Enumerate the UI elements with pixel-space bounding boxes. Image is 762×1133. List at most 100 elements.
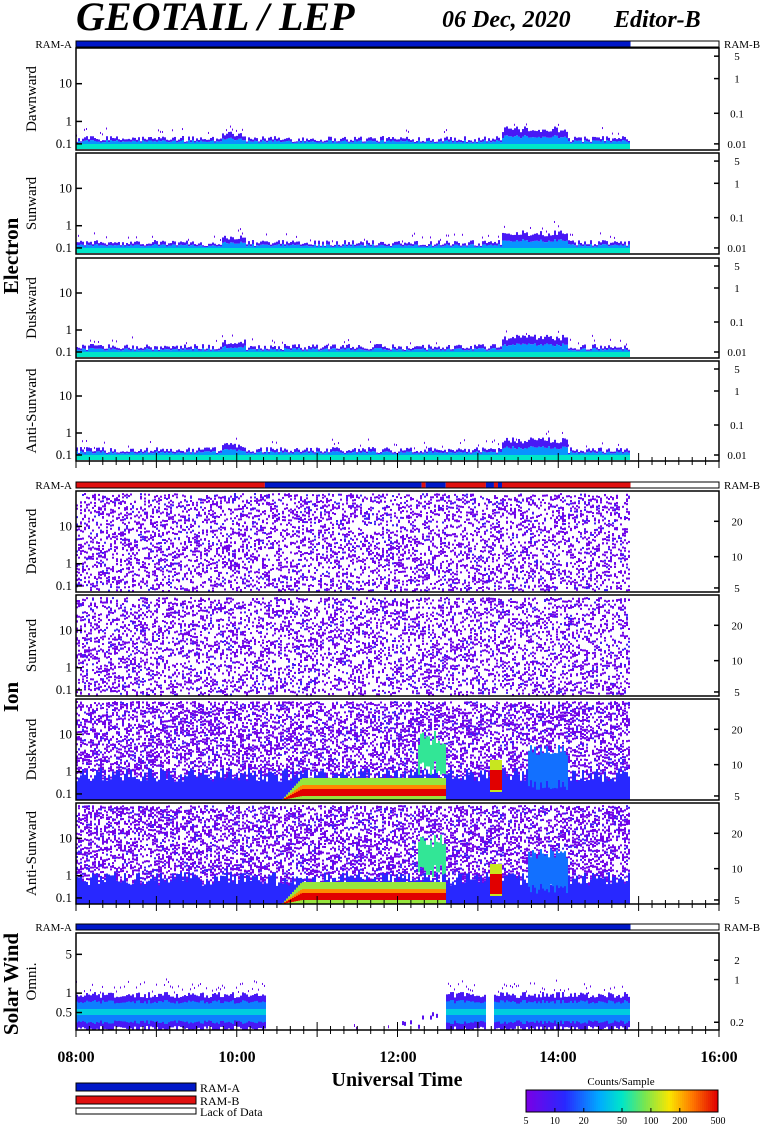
heatmap-cell	[220, 352, 222, 357]
heatmap-cell	[484, 244, 486, 248]
heatmap-cell	[514, 441, 516, 448]
heatmap-cell	[164, 346, 166, 349]
heatmap-cell	[614, 144, 616, 149]
heatmap-cell	[102, 513, 104, 515]
heatmap-cell	[240, 133, 242, 138]
heatmap-cell	[372, 352, 374, 357]
heatmap-cell	[326, 140, 328, 142]
heatmap-cell	[112, 568, 114, 570]
heatmap-cell	[490, 144, 492, 149]
heatmap-cell	[404, 352, 406, 357]
heatmap-cell	[576, 352, 578, 357]
heatmap-cell	[212, 562, 214, 564]
heatmap-cell	[432, 139, 434, 141]
heatmap-cell	[232, 248, 234, 253]
heatmap-cell	[186, 350, 188, 352]
heatmap-cell	[200, 137, 202, 140]
heatmap-cell	[332, 352, 334, 357]
heatmap-cell	[244, 346, 246, 352]
heatmap-cell	[298, 450, 300, 453]
heatmap-cell	[194, 248, 196, 253]
heatmap-cell	[254, 141, 256, 144]
heatmap-cell	[106, 246, 108, 248]
heatmap-cell	[162, 551, 164, 553]
heatmap-cell	[136, 514, 138, 516]
heatmap-cell	[382, 452, 384, 455]
heatmap-cell	[376, 344, 378, 348]
heatmap-cell	[122, 534, 124, 536]
heatmap-cell	[310, 141, 312, 144]
heatmap-cell	[386, 141, 388, 144]
heatmap-cell	[446, 244, 448, 248]
heatmap-cell	[84, 452, 86, 453]
heatmap-cell	[530, 137, 532, 144]
heatmap-cell	[358, 138, 360, 141]
heatmap-cell	[78, 248, 80, 253]
heatmap-cell	[272, 248, 274, 253]
heatmap-cell	[386, 352, 388, 357]
heatmap-cell	[170, 348, 172, 350]
heatmap-cell	[170, 246, 172, 248]
heatmap-cell	[246, 452, 248, 454]
heatmap-cell	[232, 139, 234, 144]
heatmap-cell	[232, 237, 234, 242]
heatmap-cell	[470, 352, 472, 357]
heatmap-cell	[158, 144, 160, 149]
heatmap-cell	[112, 536, 114, 538]
heatmap-cell	[540, 132, 542, 138]
heatmap-cell	[572, 244, 574, 248]
heatmap-cell	[448, 345, 450, 349]
heatmap-cell	[86, 351, 88, 352]
heatmap-cell	[528, 335, 530, 344]
heatmap-cell	[202, 245, 204, 246]
heatmap-cell	[484, 347, 486, 350]
heatmap-cell	[160, 131, 161, 133]
heatmap-cell	[204, 553, 206, 555]
heatmap-cell	[122, 348, 124, 350]
heatmap-cell	[388, 248, 390, 253]
heatmap-cell	[100, 571, 102, 573]
heatmap-cell	[546, 335, 548, 344]
heatmap-cell	[510, 235, 512, 242]
heatmap-cell	[96, 561, 98, 563]
heatmap-cell	[518, 336, 520, 344]
heatmap-cell	[374, 144, 376, 149]
heatmap-cell	[300, 245, 302, 247]
heatmap-cell	[260, 142, 262, 144]
heatmap-cell	[272, 139, 274, 141]
heatmap-cell	[190, 248, 192, 253]
heatmap-cell	[212, 542, 214, 544]
heatmap-cell	[86, 350, 88, 351]
heatmap-cell	[516, 335, 518, 344]
heatmap-cell	[386, 144, 388, 149]
heatmap-cell	[204, 550, 206, 552]
heatmap-cell	[372, 455, 374, 460]
heatmap-cell	[440, 248, 442, 253]
heatmap-cell	[426, 247, 428, 248]
heatmap-cell	[320, 246, 322, 247]
heatmap-cell	[86, 352, 88, 357]
heatmap-cell	[254, 144, 256, 149]
heatmap-cell	[220, 246, 222, 248]
heatmap-cell	[104, 496, 106, 498]
heatmap-cell	[526, 338, 528, 345]
heatmap-cell	[348, 143, 350, 144]
heatmap-cell	[190, 144, 192, 149]
heatmap-cell	[120, 247, 122, 248]
heatmap-cell	[138, 511, 140, 513]
heatmap-cell	[208, 545, 210, 547]
heatmap-cell	[198, 448, 200, 452]
heatmap-cell	[188, 140, 190, 144]
heatmap-cell	[264, 452, 266, 454]
heatmap-cell	[510, 136, 512, 144]
heatmap-cell	[282, 351, 284, 352]
heatmap-cell	[592, 345, 594, 349]
heatmap-cell	[84, 501, 86, 503]
heatmap-cell	[112, 577, 114, 579]
heatmap-cell	[214, 503, 216, 505]
heatmap-cell	[584, 348, 586, 352]
heatmap-cell	[454, 234, 455, 236]
heatmap-cell	[98, 139, 100, 141]
heatmap-cell	[528, 455, 530, 460]
heatmap-cell	[518, 241, 520, 248]
